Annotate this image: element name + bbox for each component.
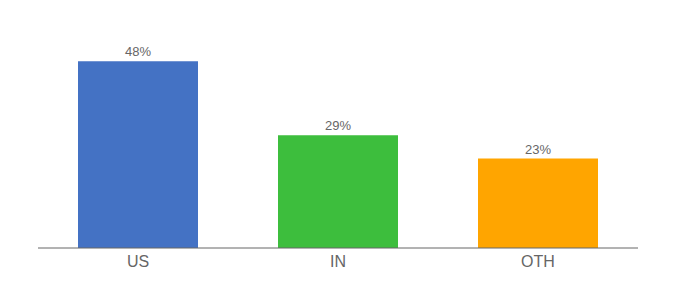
svg-text:US: US <box>127 253 149 270</box>
svg-text:IN: IN <box>330 253 346 270</box>
svg-text:29%: 29% <box>325 118 351 133</box>
svg-text:OTH: OTH <box>521 253 555 270</box>
svg-text:48%: 48% <box>125 44 151 59</box>
svg-text:23%: 23% <box>525 142 551 157</box>
